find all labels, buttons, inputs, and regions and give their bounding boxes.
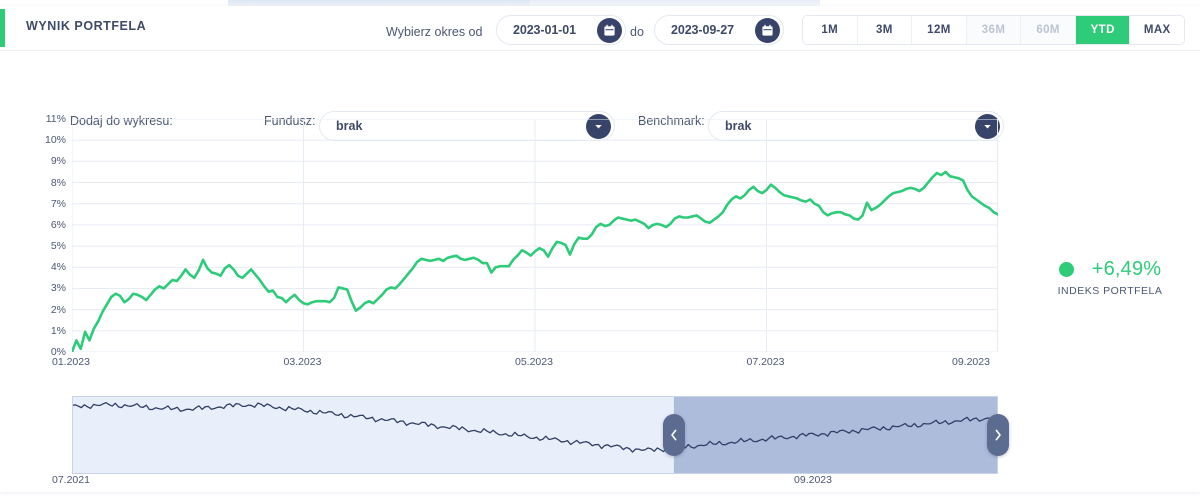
fund-select-value: brak [336,119,363,133]
x-axis-labels: 01.2023 03.2023 05.2023 07.2023 09.2023 [0,356,1010,372]
navigator-end-label: 09.2023 [794,474,832,486]
chevron-down-icon[interactable] [975,114,1000,139]
navigator-start-label: 07.2021 [52,474,90,486]
x-axis-tick-label: 07.2023 [746,356,785,368]
period-button-ytd[interactable]: YTD [1075,16,1131,44]
calendar-icon[interactable] [597,18,622,43]
chevron-down-icon[interactable] [586,114,611,139]
y-axis-tick-label: 7% [50,197,66,210]
period-button-max[interactable]: MAX [1130,16,1184,44]
x-axis-tick-label: 09.2023 [952,356,990,368]
y-axis-tick-label: 3% [50,282,66,295]
add-to-chart-label: Dodaj do wykresu: [70,114,173,128]
navigator-series-line [72,401,998,453]
y-axis-labels: 0% 1% 2% 3% 4% 5% 6% 7% 8% 9% 10% 11% [0,110,66,358]
background-ghost-element [228,0,530,10]
chart-navigator[interactable]: 07.2021 09.2023 [0,388,1200,488]
page-title: WYNIK PORTFELA [26,19,147,33]
period-button-12m[interactable]: 12M [912,16,967,44]
y-axis-tick-label: 6% [50,218,66,231]
main-chart: 0% 1% 2% 3% 4% 5% 6% 7% 8% 9% 10% 11% 01.2023 03.202… [0,110,1200,370]
period-button-group[interactable]: 1M 3M 12M 36M 60M YTD MAX [802,15,1185,45]
date-to-value: 2023-09-27 [671,23,734,37]
portfolio-index-line [72,170,998,352]
navigator-handle-left[interactable] [662,414,685,456]
navigator-axis-labels: 07.2021 09.2023 [0,474,1010,488]
date-from-value: 2023-01-01 [513,23,576,37]
period-button-60m: 60M [1021,16,1076,44]
period-button-3m[interactable]: 3M [857,16,913,44]
y-axis-tick-label: 11% [45,113,66,125]
x-axis-tick-label: 05.2023 [515,356,553,368]
benchmark-select-value: brak [725,119,752,133]
calendar-icon[interactable] [755,18,780,43]
portfolio-performance-card: WYNIK PORTFELA Wybierz okres od 2023-01-… [0,6,1200,492]
legend-color-dot [1058,262,1074,277]
y-axis-tick-label: 0% [50,346,66,358]
date-from-field[interactable]: 2023-01-01 [496,15,626,45]
y-axis-tick-label: 2% [50,303,66,316]
period-button-36m: 36M [966,16,1022,44]
chart-plot-area[interactable] [72,119,998,352]
chart-legend: +6,49% INDEKS PORTFELA [1030,258,1190,297]
y-axis-tick-label: 9% [50,155,66,168]
card-header: WYNIK PORTFELA Wybierz okres od 2023-01-… [0,6,1200,51]
fund-label: Fundusz: [264,114,316,128]
background-ghost-element-secondary [530,0,820,9]
legend-series-name: INDEKS PORTFELA [1057,285,1163,297]
y-axis-tick-label: 10% [44,134,66,147]
legend-value: +6,49% [1091,258,1162,280]
period-button-1m[interactable]: 1M [803,16,858,44]
y-axis-tick-label: 1% [50,324,66,337]
x-axis-tick-label: 01.2023 [52,356,90,368]
navigator-selection-window [673,396,998,474]
y-axis-tick-label: 4% [50,261,66,274]
date-range-to-label: do [630,25,644,39]
date-to-field[interactable]: 2023-09-27 [654,15,784,45]
x-axis-tick-label: 03.2023 [283,356,322,368]
navigator-handle-right[interactable] [987,414,1009,456]
header-accent-bar [0,9,5,47]
date-range-label: Wybierz okres od [386,25,483,39]
benchmark-label: Benchmark: [638,114,705,128]
y-axis-tick-label: 5% [50,240,66,253]
y-axis-tick-label: 8% [50,176,66,189]
navigator-plot[interactable] [72,396,998,474]
chart-controls-row: Dodaj do wykresu: Fundusz: brak Benchmar… [0,50,1200,141]
